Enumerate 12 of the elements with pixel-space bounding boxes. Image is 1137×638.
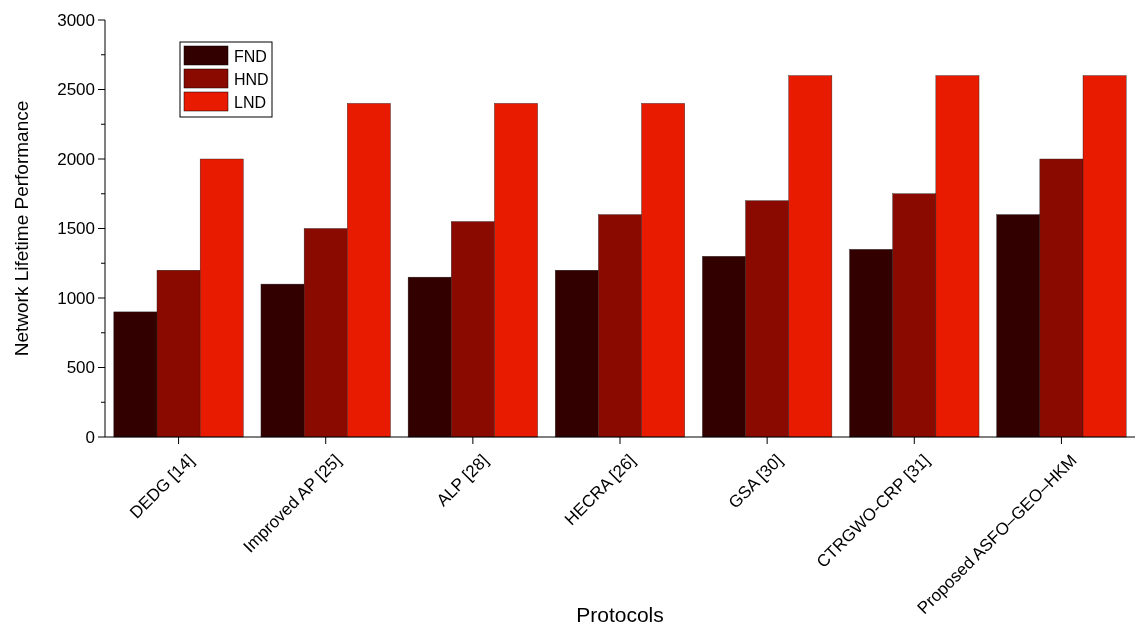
y-tick-label: 0 (85, 427, 95, 447)
y-axis-title: Network Lifetime Performance (11, 100, 32, 357)
y-tick-label: 500 (66, 358, 95, 378)
legend-label: LND (234, 93, 267, 111)
y-tick-label: 1500 (57, 219, 95, 239)
y-tick-label: 3000 (57, 10, 95, 30)
y-tick-label: 2000 (57, 149, 95, 169)
y-tick-label: 1000 (57, 288, 95, 308)
x-axis-title: Protocols (576, 603, 664, 626)
legend-label: HND (234, 70, 269, 88)
legend-label: FND (234, 47, 267, 65)
y-tick-label: 2500 (57, 80, 95, 100)
